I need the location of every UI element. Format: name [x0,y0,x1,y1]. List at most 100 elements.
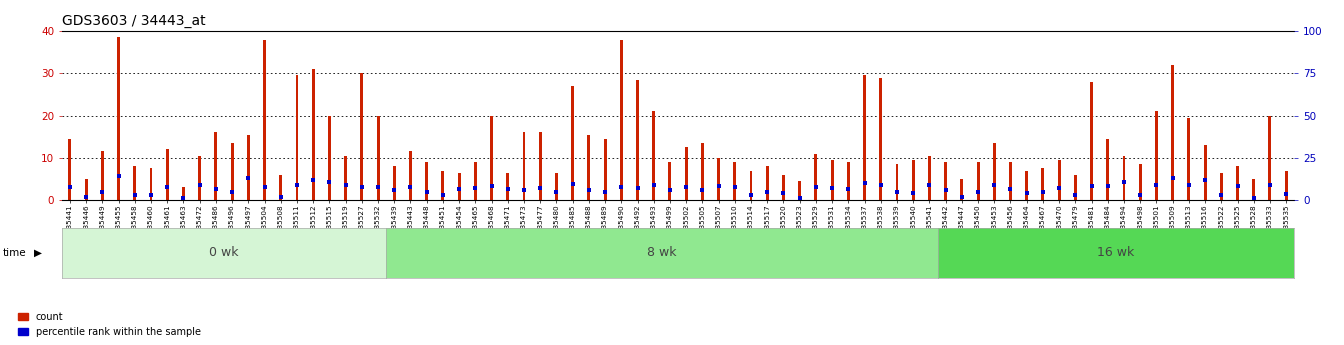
Point [1000,186,1021,192]
Bar [392,166,395,200]
Bar [231,143,234,200]
Bar [198,156,202,200]
Point [821,186,843,191]
Point [270,194,292,199]
Bar [943,162,948,200]
Bar [782,175,785,200]
Bar [798,181,801,200]
Point [254,184,276,189]
Bar [555,172,558,200]
Point [302,177,324,183]
Bar [620,40,622,200]
Text: 16 wk: 16 wk [1097,246,1134,259]
Bar [296,76,298,200]
Text: 0 wk: 0 wk [210,246,239,259]
Point [789,195,810,200]
Point [1097,183,1118,188]
Bar [1025,170,1028,200]
Point [1032,189,1054,195]
Point [1016,190,1038,196]
Bar [879,78,882,200]
Bar [895,164,898,200]
Bar [831,160,833,200]
Point [513,187,535,193]
Bar [863,76,866,200]
Bar [491,116,493,200]
Bar [441,170,445,200]
Point [481,183,503,188]
Bar [101,151,103,200]
Point [642,182,664,188]
Point [238,175,259,181]
Point [383,187,405,193]
Text: GDS3603 / 34443_at: GDS3603 / 34443_at [62,14,206,28]
Bar [425,162,429,200]
Bar [85,179,87,200]
Point [562,181,583,187]
Bar [702,143,704,200]
Point [190,182,211,188]
Bar [280,175,282,200]
Point [415,189,437,195]
Point [206,186,227,192]
Bar [734,162,737,200]
Bar [344,156,347,200]
Point [399,185,421,190]
Point [449,186,470,192]
Bar [133,166,136,200]
Bar [571,86,574,200]
Point [870,182,891,188]
Point [367,184,388,189]
Bar [587,135,590,200]
Bar [523,132,526,200]
Bar [263,40,266,200]
Point [594,189,616,195]
Point [172,196,194,201]
Bar [1253,179,1255,200]
Bar [927,156,931,200]
Point [1227,183,1249,188]
Bar [1122,156,1125,200]
Bar [328,116,331,200]
Bar [1236,166,1239,200]
Point [724,185,746,190]
Point [75,194,97,199]
Point [1243,195,1265,200]
Point [1259,182,1281,188]
Bar [766,166,769,200]
Bar [636,80,638,200]
Point [659,187,680,193]
Bar [961,179,964,200]
Bar [507,172,509,200]
Point [853,180,875,186]
Point [222,189,243,195]
Bar [474,162,477,200]
Point [773,190,794,196]
Bar [1154,111,1159,200]
Bar [993,143,996,200]
Bar [1009,162,1012,200]
Point [692,187,714,193]
Bar [1058,160,1060,200]
Bar [1269,116,1271,200]
Point [708,183,730,188]
Point [968,189,989,195]
Point [1211,192,1232,198]
Bar [1138,164,1141,200]
Point [578,187,599,193]
Bar [652,111,655,200]
Bar [603,139,606,200]
Point [1081,183,1102,188]
Bar [117,37,120,200]
Point [530,186,551,191]
Point [319,179,340,184]
Point [156,185,177,190]
Point [805,184,827,189]
Point [546,189,567,195]
Bar [750,170,753,200]
Text: 8 wk: 8 wk [646,246,676,259]
Bar [1285,170,1288,200]
Point [1179,182,1200,188]
Bar [360,73,363,200]
Bar [1106,139,1109,200]
